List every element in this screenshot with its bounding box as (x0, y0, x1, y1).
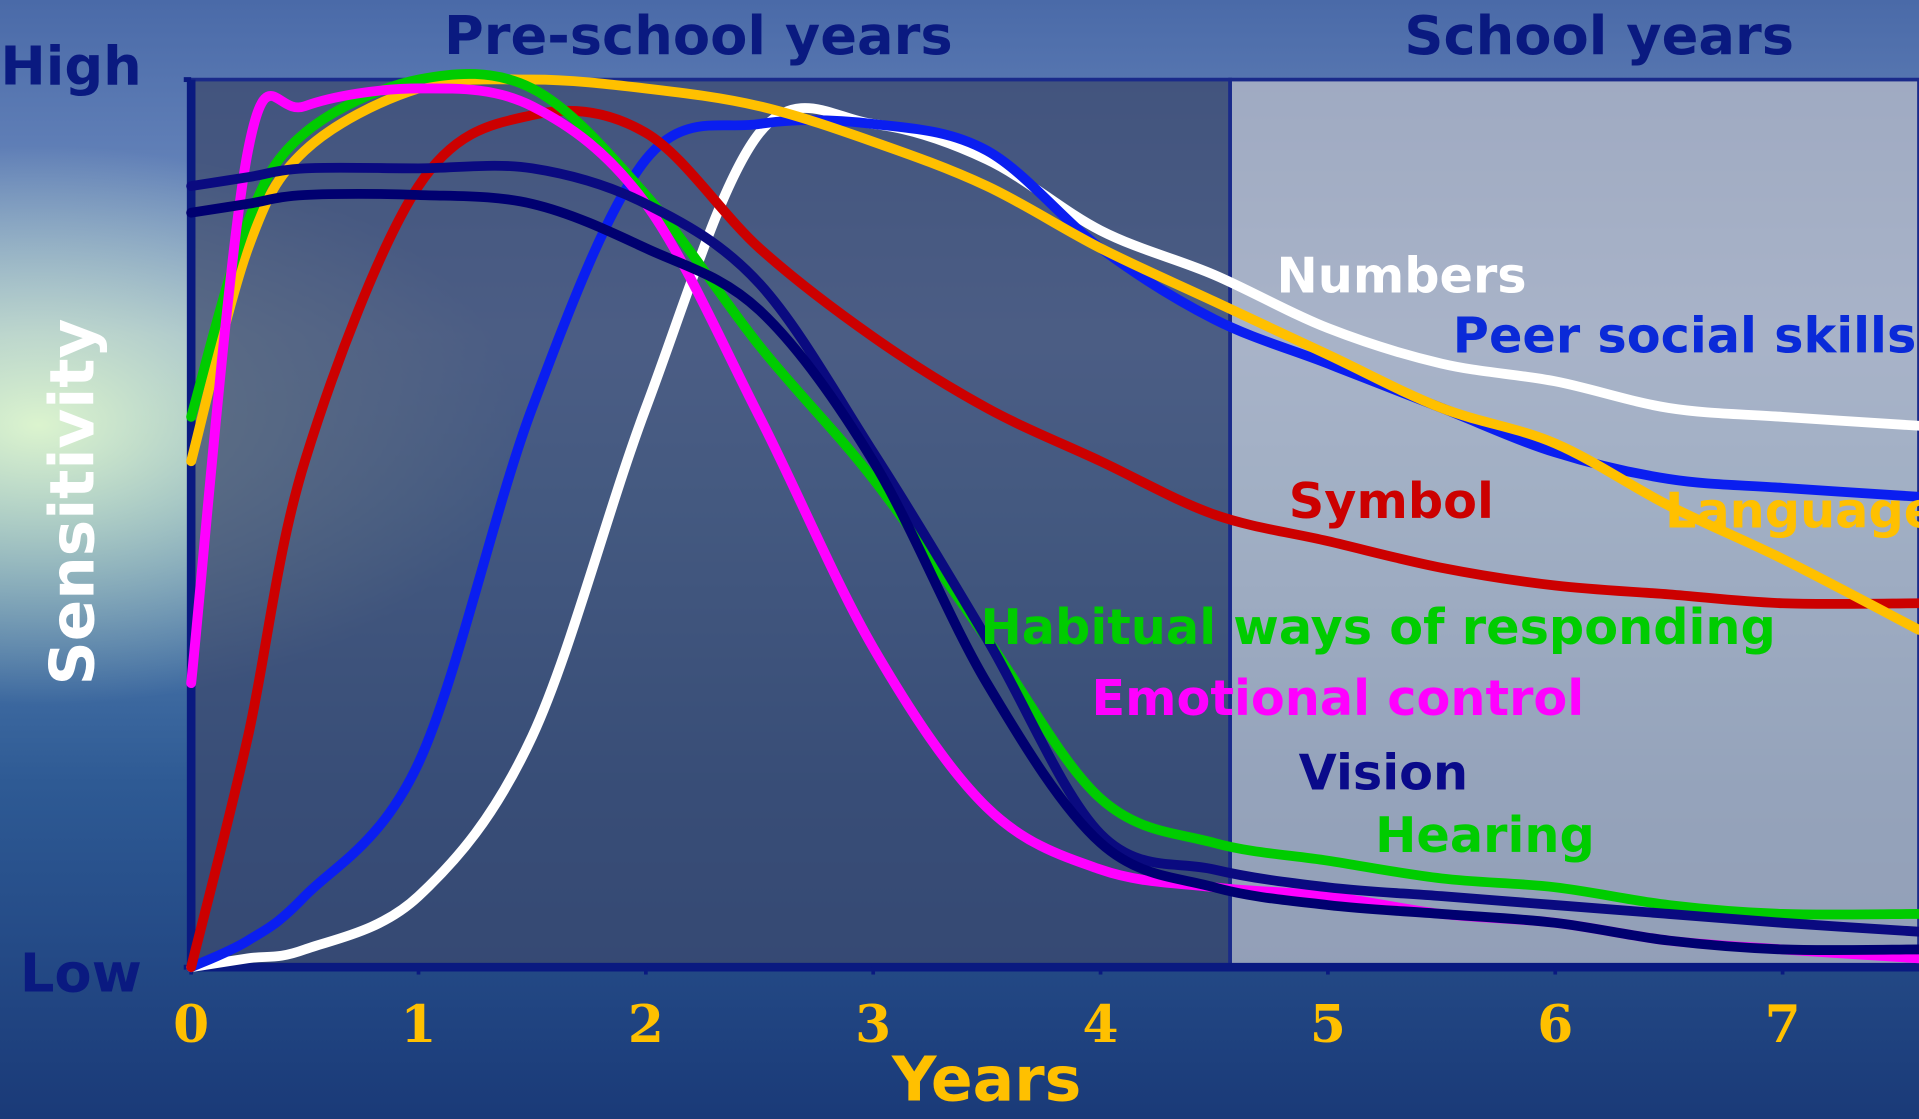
x-tick-label: 3 (855, 995, 891, 1055)
series-label: Emotional control (1091, 669, 1584, 727)
x-tick-label: 4 (1083, 995, 1119, 1055)
series-line (186, 160, 1919, 937)
x-axis-label: Years (891, 1045, 1081, 1116)
x-tick-label: 1 (400, 995, 436, 1055)
y-tick-label: High (0, 35, 141, 98)
x-tick-label: 0 (173, 995, 209, 1055)
region-label: School years (1404, 4, 1794, 67)
region-label: Pre-school years (444, 4, 953, 67)
series-line (186, 103, 1919, 973)
y-tick-label: Low (20, 942, 142, 1005)
series-label: Symbol (1289, 472, 1494, 530)
series-line (186, 105, 1919, 973)
series-label: Habitual ways of responding (980, 598, 1775, 656)
series-line (186, 74, 1919, 635)
series-label: Peer social skills (1453, 307, 1917, 365)
x-tick-label: 6 (1537, 995, 1573, 1055)
curves (186, 69, 1919, 973)
series-label: Language (1665, 482, 1919, 540)
series-label: Numbers (1276, 247, 1526, 305)
y-axis-label: Sensitivity (37, 319, 108, 686)
x-tick-label: 5 (1310, 995, 1346, 1055)
series-label: Vision (1299, 744, 1468, 802)
x-tick-label: 7 (1765, 995, 1801, 1055)
region (1228, 77, 1919, 970)
series-line (186, 188, 1919, 955)
series-line (186, 115, 1919, 973)
x-tick-label: 2 (628, 995, 664, 1055)
series-label: Hearing (1375, 806, 1595, 864)
regions: Pre-school years School years Low High 0 1 2 3 4… (0, 4, 1919, 1055)
